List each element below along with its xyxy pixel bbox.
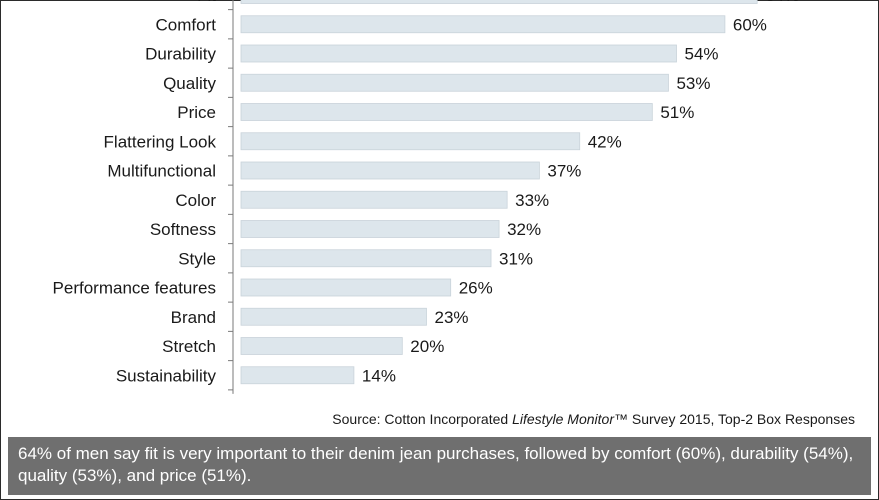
bar — [240, 103, 653, 121]
category-label: Flattering Look — [104, 132, 217, 151]
bar — [240, 44, 677, 63]
value-label: 14% — [362, 366, 396, 385]
category-label: Sustainability — [116, 366, 217, 385]
bar — [240, 132, 581, 151]
category-label: Comfort — [156, 15, 217, 34]
value-label: 54% — [685, 45, 719, 64]
bar — [240, 73, 669, 92]
category-label: Multifunctional — [107, 162, 216, 181]
bar — [240, 307, 427, 326]
category-label: Durability — [145, 45, 216, 64]
category-label: Style — [178, 249, 216, 268]
bar — [240, 249, 492, 268]
value-label: 37% — [547, 162, 581, 181]
category-label: Softness — [150, 220, 216, 239]
value-label: 20% — [410, 337, 444, 356]
caption-text: 64% of men say fit is very important to … — [18, 444, 854, 485]
bar-chart: Fit 64% Comfort 60% Durability 54% Quality 53% P… — [53, 0, 799, 394]
category-label: Brand — [171, 308, 216, 327]
value-label: 64% — [765, 0, 799, 5]
bar — [240, 161, 540, 180]
source-suffix: ™ Survey 2015, Top-2 Box Responses — [614, 411, 855, 427]
value-label: 32% — [507, 220, 541, 239]
category-label: Color — [175, 191, 216, 210]
value-label: 53% — [676, 74, 710, 93]
source-italic: Lifestyle Monitor — [512, 411, 614, 427]
bar — [240, 0, 758, 4]
value-label: 31% — [499, 249, 533, 268]
caption-box: 64% of men say fit is very important to … — [8, 437, 871, 495]
bar — [240, 220, 500, 238]
bar — [240, 278, 452, 297]
bar — [240, 337, 403, 355]
value-label: 23% — [434, 308, 468, 327]
source-prefix: Source: Cotton Incorporated — [332, 411, 513, 427]
bar — [240, 15, 726, 34]
bar — [240, 366, 355, 385]
source-note: Source: Cotton Incorporated Lifestyle Mo… — [332, 411, 855, 427]
category-label: Quality — [163, 74, 216, 93]
category-label: Stretch — [162, 337, 216, 356]
category-label: Performance features — [53, 279, 216, 298]
category-label: Price — [177, 103, 216, 122]
value-label: 33% — [515, 191, 549, 210]
value-label: 42% — [588, 132, 622, 151]
bar — [240, 190, 508, 209]
value-label: 60% — [733, 15, 767, 34]
value-label: 26% — [459, 279, 493, 298]
value-label: 51% — [660, 103, 694, 122]
category-label: Fit — [197, 0, 216, 5]
